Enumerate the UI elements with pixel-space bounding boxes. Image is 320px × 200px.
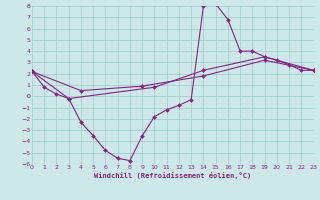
X-axis label: Windchill (Refroidissement éolien,°C): Windchill (Refroidissement éolien,°C): [94, 172, 252, 179]
